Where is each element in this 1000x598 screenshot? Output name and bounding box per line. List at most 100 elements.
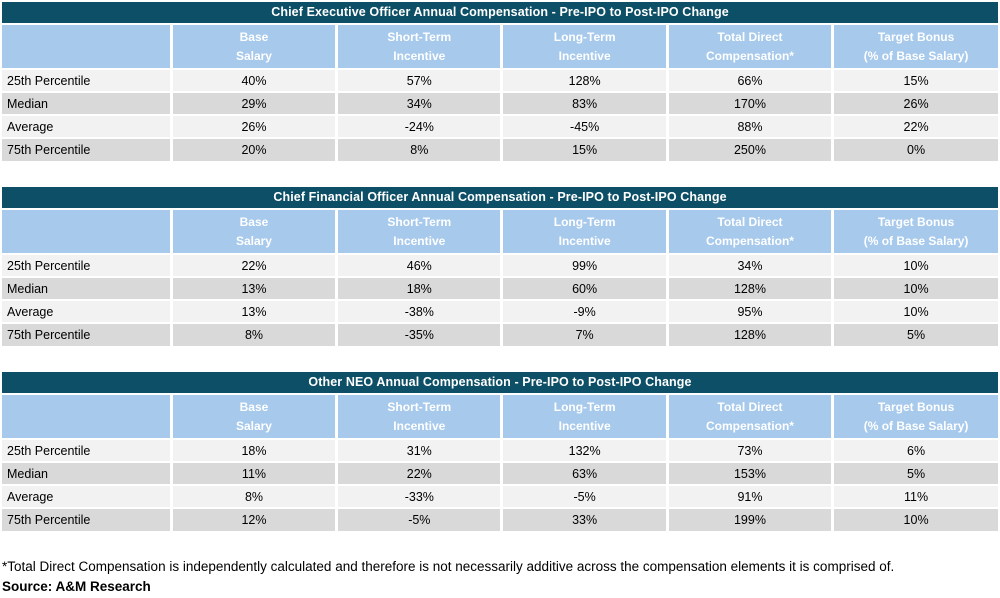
table-row: 75th Percentile 8% -35% 7% 128% 5% <box>2 322 998 346</box>
data-cell: 66% <box>667 68 835 92</box>
data-cell: 10% <box>832 276 998 300</box>
data-cell: 7% <box>501 322 669 346</box>
table-title: Chief Executive Officer Annual Compensat… <box>2 2 998 23</box>
data-cell: 18% <box>171 438 339 462</box>
table-row: 25th Percentile 22% 46% 99% 34% 10% <box>2 253 998 277</box>
data-cell: 128% <box>667 276 835 300</box>
corner-cell <box>2 393 173 439</box>
col-header-long-term-incentive: Long-Term Incentive <box>501 393 669 439</box>
data-cell: 60% <box>501 276 669 300</box>
data-cell: 0% <box>832 137 998 161</box>
data-cell: 20% <box>171 137 339 161</box>
cfo-compensation-table: Chief Financial Officer Annual Compensat… <box>2 187 998 346</box>
data-cell: 22% <box>171 253 339 277</box>
data-cell: 88% <box>667 114 835 138</box>
col-header-base-salary: Base Salary <box>171 23 339 69</box>
data-grid: Base Salary Short-Term Incentive Long-Term… <box>2 208 998 346</box>
data-cell: 18% <box>336 276 504 300</box>
data-cell: 170% <box>667 91 835 115</box>
data-cell: -9% <box>501 299 669 323</box>
data-cell: 13% <box>171 276 339 300</box>
row-label: Median <box>2 276 173 300</box>
data-cell: 13% <box>171 299 339 323</box>
data-cell: 11% <box>832 484 998 508</box>
row-label: 75th Percentile <box>2 507 173 531</box>
row-label: 75th Percentile <box>2 137 173 161</box>
col-header-base-salary: Base Salary <box>171 208 339 254</box>
data-cell: 73% <box>667 438 835 462</box>
table-row: Average 26% -24% -45% 88% 22% <box>2 114 998 138</box>
data-cell: 63% <box>501 461 669 485</box>
table-row: Median 13% 18% 60% 128% 10% <box>2 276 998 300</box>
data-cell: 57% <box>336 68 504 92</box>
data-cell: -38% <box>336 299 504 323</box>
data-cell: -24% <box>336 114 504 138</box>
column-header-row: Base Salary Short-Term Incentive Long-Term… <box>2 208 998 254</box>
data-cell: 99% <box>501 253 669 277</box>
data-cell: 34% <box>667 253 835 277</box>
data-cell: 132% <box>501 438 669 462</box>
data-cell: 91% <box>667 484 835 508</box>
other-neo-compensation-table: Other NEO Annual Compensation - Pre-IPO … <box>2 372 998 531</box>
data-cell: 33% <box>501 507 669 531</box>
table-title: Chief Financial Officer Annual Compensat… <box>2 187 998 208</box>
data-cell: 10% <box>832 253 998 277</box>
row-label: 25th Percentile <box>2 253 173 277</box>
footnote-text: *Total Direct Compensation is independen… <box>2 559 895 574</box>
corner-cell <box>2 208 173 254</box>
source-attribution: Source: A&M Research <box>2 579 151 594</box>
table-row: 75th Percentile 20% 8% 15% 250% 0% <box>2 137 998 161</box>
data-grid: Base Salary Short-Term Incentive Long-Term… <box>2 393 998 531</box>
data-cell: 22% <box>336 461 504 485</box>
col-header-total-direct-compensation: Total Direct Compensation* <box>667 208 835 254</box>
table-row: Median 29% 34% 83% 170% 26% <box>2 91 998 115</box>
col-header-target-bonus: Target Bonus (% of Base Salary) <box>832 23 998 69</box>
row-label: 25th Percentile <box>2 68 173 92</box>
data-cell: 10% <box>832 507 998 531</box>
data-cell: -33% <box>336 484 504 508</box>
col-header-base-salary: Base Salary <box>171 393 339 439</box>
data-cell: 11% <box>171 461 339 485</box>
data-cell: 128% <box>667 322 835 346</box>
row-label: Average <box>2 114 173 138</box>
col-header-short-term-incentive: Short-Term Incentive <box>336 208 504 254</box>
data-cell: 29% <box>171 91 339 115</box>
col-header-target-bonus: Target Bonus (% of Base Salary) <box>832 208 998 254</box>
data-cell: 22% <box>832 114 998 138</box>
corner-cell <box>2 23 173 69</box>
col-header-long-term-incentive: Long-Term Incentive <box>501 23 669 69</box>
ceo-compensation-table: Chief Executive Officer Annual Compensat… <box>2 2 998 161</box>
data-cell: 46% <box>336 253 504 277</box>
row-label: Average <box>2 484 173 508</box>
data-cell: 5% <box>832 461 998 485</box>
data-cell: 8% <box>171 322 339 346</box>
data-cell: 153% <box>667 461 835 485</box>
row-label: Median <box>2 91 173 115</box>
data-cell: 26% <box>171 114 339 138</box>
col-header-short-term-incentive: Short-Term Incentive <box>336 23 504 69</box>
data-cell: -35% <box>336 322 504 346</box>
data-cell: 12% <box>171 507 339 531</box>
data-cell: 8% <box>171 484 339 508</box>
column-header-row: Base Salary Short-Term Incentive Long-Term… <box>2 23 998 69</box>
col-header-short-term-incentive: Short-Term Incentive <box>336 393 504 439</box>
data-cell: 95% <box>667 299 835 323</box>
data-cell: 34% <box>336 91 504 115</box>
data-cell: 40% <box>171 68 339 92</box>
table-row: Average 8% -33% -5% 91% 11% <box>2 484 998 508</box>
table-row: Median 11% 22% 63% 153% 5% <box>2 461 998 485</box>
data-grid: Base Salary Short-Term Incentive Long-Term… <box>2 23 998 161</box>
row-label: Average <box>2 299 173 323</box>
col-header-total-direct-compensation: Total Direct Compensation* <box>667 23 835 69</box>
data-cell: -45% <box>501 114 669 138</box>
table-title: Other NEO Annual Compensation - Pre-IPO … <box>2 372 998 393</box>
table-row: 25th Percentile 18% 31% 132% 73% 6% <box>2 438 998 462</box>
data-cell: 83% <box>501 91 669 115</box>
table-row: 75th Percentile 12% -5% 33% 199% 10% <box>2 507 998 531</box>
col-header-long-term-incentive: Long-Term Incentive <box>501 208 669 254</box>
data-cell: 31% <box>336 438 504 462</box>
col-header-target-bonus: Target Bonus (% of Base Salary) <box>832 393 998 439</box>
data-cell: 250% <box>667 137 835 161</box>
data-cell: -5% <box>336 507 504 531</box>
